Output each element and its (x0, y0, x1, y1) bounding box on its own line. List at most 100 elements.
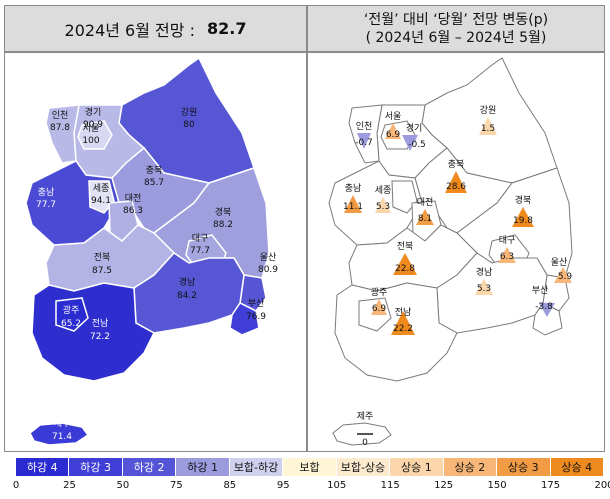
value-jeonnam: 72.2 (90, 332, 110, 342)
value-gyeonggi: 90.9 (83, 120, 103, 130)
value-incheon: 87.8 (50, 123, 70, 133)
value-daegu: 6.3 (500, 252, 514, 262)
value-busan: -3.8 (535, 302, 553, 312)
legend-tick: 95 (276, 480, 290, 491)
right-map: 강원 1.5 서울 6.9 인천 -0.7 경기 -0.5 충북 28.6 충남… (328, 57, 573, 448)
legend-item: 보합-하강 (229, 458, 284, 476)
label-sejong: 세종 (93, 183, 110, 194)
marker-up-gyeongnam (475, 279, 493, 295)
marker-up-gangwon (479, 117, 497, 135)
marker-up-jeonnam (391, 311, 415, 335)
legend-tick: 125 (434, 480, 454, 491)
label-gyeonggi: 경기 (85, 106, 102, 118)
region-gyeongnam (133, 252, 245, 334)
value-chungnam: 11.1 (343, 202, 363, 212)
legend-tick: 200 (594, 480, 610, 491)
legend-tick: 105 (327, 480, 347, 491)
marker-up-gwangju (371, 299, 387, 315)
marker-down-busan (539, 303, 555, 317)
legend-item: 상승 2 (443, 458, 498, 476)
value-busan: 76.9 (246, 312, 266, 322)
legend-tick: 75 (169, 480, 183, 491)
label-ulsan: 울산 (551, 257, 568, 268)
value-gyeongbuk: 19.8 (513, 216, 533, 226)
legend-item: 하강 4 (16, 458, 70, 476)
label-jeju: 제주 (54, 418, 71, 429)
label-sejong: 세종 (375, 185, 392, 196)
region-busan (229, 302, 260, 336)
label-incheon: 인천 (52, 110, 69, 121)
value-gangwon: 1.5 (481, 124, 495, 134)
region-seoul (77, 120, 113, 150)
marker-up-ulsan (554, 267, 572, 283)
legend-item: 보합-상승 (336, 458, 391, 476)
value-chungbuk: 28.6 (446, 182, 466, 192)
legend-tick: 175 (540, 480, 561, 491)
right-map-panel (307, 52, 605, 452)
legend-item: 하강 3 (69, 458, 123, 476)
value-chungnam: 77.7 (36, 200, 56, 210)
label-seoul: 서울 (83, 123, 100, 134)
value-sejong: 94.1 (91, 196, 111, 206)
label-gwangju: 광주 (371, 286, 388, 298)
label-ulsan: 울산 (260, 252, 277, 263)
legend-item: 하강 2 (122, 458, 177, 476)
marker-up-jeonbuk (393, 253, 417, 275)
region-outline-gyeongnam (436, 252, 548, 334)
label-chungbuk: 충북 (146, 165, 163, 176)
marker-down-gyeonggi (402, 135, 418, 151)
value-daejeon: 86.3 (123, 206, 143, 216)
value-gyeonggi: -0.5 (408, 140, 426, 150)
legend-tick: 85 (223, 480, 237, 491)
label-chungnam: 충남 (345, 183, 362, 194)
label-jeonbuk: 전북 (94, 252, 111, 263)
value-gyeongnam: 84.2 (177, 291, 197, 301)
marker-up-sejong (375, 197, 391, 213)
value-sejong: 5.3 (376, 202, 390, 212)
right-header-line1: ‘전월’ 대비 ‘당월’ 전망 변동(p) (363, 11, 549, 28)
value-seoul: 6.9 (386, 130, 401, 140)
label-gangwon: 강원 (480, 105, 497, 116)
legend-bar: 하강 4 하강 3 하강 2 하강 1 보합-하강 보합 보합-상승 상승 1 상승 2 상승 3… (16, 458, 604, 476)
value-jeonnam: 22.2 (393, 324, 413, 334)
left-map: 인천 87.8 경기 90.9 서울 100 강원 80 충북 85.7 충남 … (25, 56, 278, 446)
legend-item: 보합 (283, 458, 337, 476)
region-jeju (29, 422, 90, 446)
value-daejeon: 8.1 (418, 214, 432, 224)
label-daegu: 대구 (192, 233, 209, 244)
label-daegu: 대구 (499, 235, 516, 246)
region-incheon (45, 104, 80, 164)
marker-down-incheon (357, 133, 371, 149)
label-chungbuk: 충북 (448, 159, 465, 170)
value-jeju: 0 (362, 438, 368, 448)
value-seoul: 100 (82, 136, 99, 146)
value-ulsan: 80.9 (258, 265, 278, 275)
value-jeonbuk: 87.5 (92, 266, 112, 276)
label-incheon: 인천 (356, 121, 373, 132)
marker-up-daejeon (416, 209, 434, 225)
legend-tick: 150 (487, 480, 507, 491)
label-busan: 부산 (532, 285, 549, 296)
value-ulsan: 5.9 (558, 272, 573, 282)
value-jeju: 71.4 (52, 432, 72, 442)
label-gwangju: 광주 (63, 304, 80, 316)
label-daejeon: 대전 (125, 193, 142, 204)
label-jeonnam: 전남 (92, 318, 109, 329)
marker-up-seoul (385, 123, 401, 139)
right-header: ‘전월’ 대비 ‘당월’ 전망 변동(p) ( 2024년 6월 – 2024년… (307, 5, 605, 52)
label-busan: 부산 (248, 298, 265, 309)
right-header-line2: ( 2024년 6월 – 2024년 5월) (365, 29, 547, 46)
label-gyeonggi: 경기 (406, 122, 423, 134)
left-map-panel (4, 52, 307, 452)
marker-up-chungbuk (445, 171, 467, 193)
legend-item: 상승 4 (550, 458, 604, 476)
value-jeonbuk: 22.8 (395, 264, 415, 274)
legend-item: 상승 1 (390, 458, 444, 476)
left-header-title: 2024년 6월 전망 : (64, 20, 195, 40)
marker-up-daegu (498, 247, 516, 263)
legend-tick: 50 (116, 480, 130, 491)
left-header: 2024년 6월 전망 : 82.7 (4, 5, 307, 52)
value-gyeongnam: 5.3 (477, 284, 491, 294)
marker-flat-jeju (357, 433, 373, 435)
label-daejeon: 대전 (417, 197, 434, 208)
